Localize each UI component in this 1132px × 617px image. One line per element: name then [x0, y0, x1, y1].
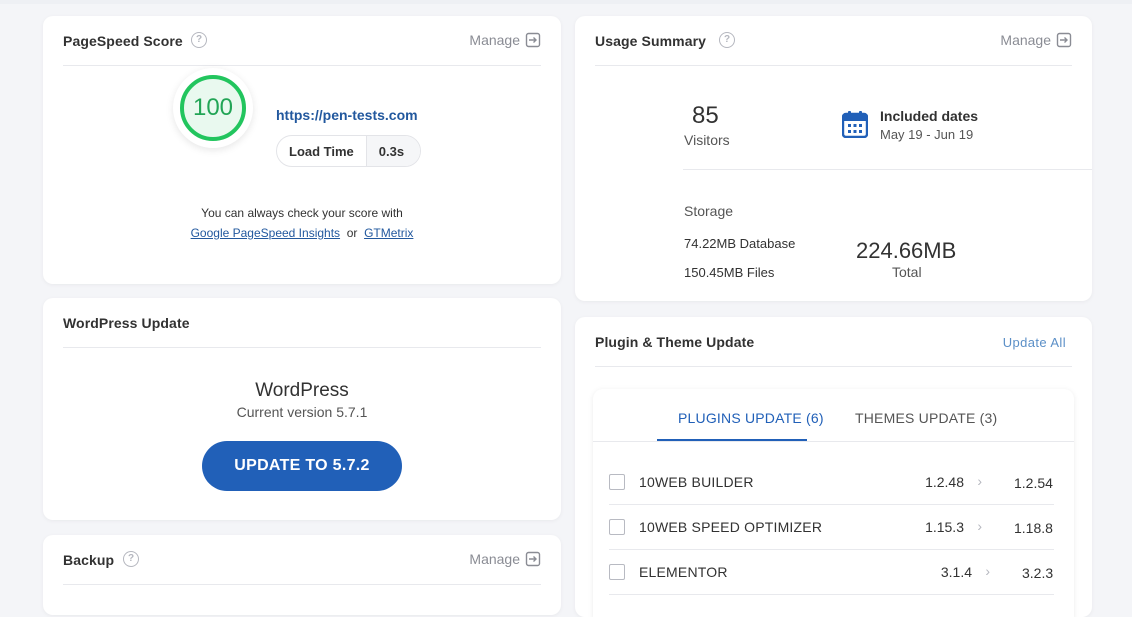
plugin-current-version: 1.2.48 [925, 474, 964, 490]
load-time-badge: Load Time 0.3s [276, 135, 422, 167]
included-dates-range: May 19 - Jun 19 [880, 127, 974, 142]
wordpress-update-title: WordPress Update [63, 315, 190, 331]
plugin-current-version: 1.15.3 [925, 519, 964, 535]
backup-card-header: Backup ? Manage [63, 535, 541, 585]
help-icon[interactable]: ? [719, 32, 735, 48]
usage-summary-card: Usage Summary ? Manage 85 Visitors Inclu… [575, 16, 1092, 301]
gtmetrix-link[interactable]: GTMetrix [364, 226, 414, 240]
pagespeed-manage-button[interactable]: Manage [469, 32, 541, 48]
tab-themes-update[interactable]: THEMES UPDATE (3) [855, 410, 998, 426]
plugin-theme-update-card: Plugin & Theme Update Update All PLUGINS… [575, 317, 1092, 617]
manage-label: Manage [469, 32, 520, 48]
calendar-icon [842, 111, 868, 138]
storage-database: 74.22MB Database [684, 236, 796, 251]
plugin-checkbox[interactable] [609, 519, 625, 535]
usage-divider [683, 169, 1092, 170]
usage-manage-button[interactable]: Manage [1000, 32, 1072, 48]
wordpress-card-header: WordPress Update [63, 298, 541, 348]
chevron-right-icon: › [977, 473, 982, 489]
plugin-row: 10WEB BUILDER 1.2.48 › 1.2.54 [609, 460, 1054, 505]
external-arrow-icon [525, 551, 541, 567]
plugins-card-header: Plugin & Theme Update Update All [595, 317, 1072, 367]
pagespeed-links: Google PageSpeed Insights or GTMetrix [43, 226, 561, 240]
google-pagespeed-link[interactable]: Google PageSpeed Insights [190, 226, 341, 240]
update-wordpress-button[interactable]: UPDATE TO 5.7.2 [202, 441, 402, 491]
plugin-new-version: 3.2.3 [1022, 565, 1054, 581]
external-arrow-icon [525, 32, 541, 48]
load-time-label: Load Time [277, 136, 367, 166]
plugin-name: 10WEB BUILDER [639, 474, 754, 490]
chevron-right-icon: › [985, 563, 990, 579]
storage-label: Storage [684, 203, 734, 219]
visitors-label: Visitors [684, 132, 730, 148]
usage-card-header: Usage Summary ? Manage [595, 16, 1072, 66]
help-icon[interactable]: ? [123, 551, 139, 567]
plugin-new-version: 1.18.8 [1014, 520, 1053, 536]
manage-label: Manage [469, 551, 520, 567]
site-url-link[interactable]: https://pen-tests.com [276, 107, 418, 123]
top-strip [0, 0, 1132, 4]
backup-manage-button[interactable]: Manage [469, 551, 541, 567]
pagespeed-note: You can always check your score with [201, 206, 403, 220]
pagespeed-card: PageSpeed Score ? Manage 100 https://pen… [43, 16, 561, 284]
tab-plugins-update[interactable]: PLUGINS UPDATE (6) [678, 410, 824, 426]
storage-total-label: Total [892, 264, 922, 280]
update-all-button[interactable]: Update All [1002, 335, 1066, 350]
plugin-row: ELEMENTOR 3.1.4 › 3.2.3 [609, 550, 1054, 595]
pagespeed-card-header: PageSpeed Score ? Manage [63, 16, 541, 66]
visitors-value: 85 [692, 102, 719, 129]
wordpress-update-card: WordPress Update WordPress Current versi… [43, 298, 561, 520]
plugin-name: ELEMENTOR [639, 564, 728, 580]
wordpress-name: WordPress [255, 380, 349, 401]
storage-total-value: 224.66MB [856, 238, 957, 263]
plugin-theme-title: Plugin & Theme Update [595, 334, 755, 350]
updates-panel: PLUGINS UPDATE (6) THEMES UPDATE (3) 10W… [593, 389, 1074, 617]
tabs-divider [593, 441, 1074, 442]
wordpress-current-version: Current version 5.7.1 [236, 404, 368, 420]
manage-label: Manage [1000, 32, 1051, 48]
help-icon[interactable]: ? [191, 32, 207, 48]
active-tab-underline [657, 439, 807, 441]
or-text: or [346, 226, 358, 240]
pagespeed-title: PageSpeed Score [63, 33, 183, 49]
plugin-checkbox[interactable] [609, 564, 625, 580]
plugin-current-version: 3.1.4 [940, 564, 972, 580]
plugin-row: 10WEB SPEED OPTIMIZER 1.15.3 › 1.18.8 [609, 505, 1054, 550]
backup-title: Backup [63, 552, 115, 568]
external-arrow-icon [1056, 32, 1072, 48]
plugin-checkbox[interactable] [609, 474, 625, 490]
plugin-new-version: 1.2.54 [1014, 475, 1053, 491]
chevron-right-icon: › [977, 518, 982, 534]
backup-card: Backup ? Manage [43, 535, 561, 615]
score-value: 100 [180, 75, 246, 141]
storage-files: 150.45MB Files [684, 265, 775, 280]
plugin-name: 10WEB SPEED OPTIMIZER [639, 519, 823, 535]
score-ring: 100 [173, 68, 253, 148]
usage-title: Usage Summary [595, 33, 707, 49]
included-dates-title: Included dates [880, 108, 979, 124]
load-time-value: 0.3s [366, 136, 421, 166]
